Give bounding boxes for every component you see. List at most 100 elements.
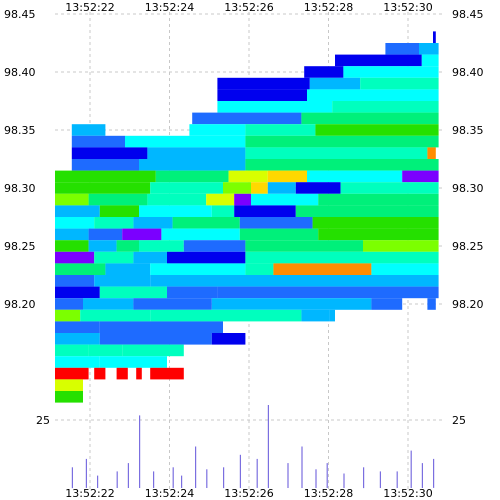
heatmap-cell (245, 159, 439, 171)
heatmap-cell (55, 275, 95, 287)
y-tick-label-left: 98.20 (4, 298, 36, 311)
volume-bars (71, 405, 435, 489)
heatmap-cell (192, 112, 302, 125)
heatmap-cell (150, 263, 246, 275)
heatmap-cell (88, 344, 123, 357)
heatmap-cell (335, 286, 439, 299)
heatmap-cell (83, 298, 134, 310)
heatmap-cell (307, 170, 403, 183)
heatmap-cell (99, 205, 139, 217)
volume-bar (421, 463, 423, 488)
x-tick-label-bottom: 13:52:24 (145, 487, 194, 500)
heatmap-cell (55, 321, 100, 333)
heatmap-cell (251, 193, 319, 206)
heatmap-cell (307, 89, 439, 101)
heatmap-cell (363, 240, 439, 252)
heatmap-cell (245, 263, 274, 275)
heatmap-cell (318, 228, 439, 241)
heatmap-cell (332, 101, 439, 113)
heatmap-cell (150, 275, 251, 287)
x-tick-label-top: 13:52:30 (383, 1, 432, 14)
heatmap-cell (71, 135, 125, 148)
heatmap-cell (71, 159, 139, 171)
heatmap-cell (433, 31, 436, 43)
heatmap-cell (228, 170, 268, 183)
heatmap-cell (105, 263, 151, 275)
heatmap-cell (217, 77, 310, 90)
x-tick-label-top: 13:52:26 (224, 1, 273, 14)
heatmap-cell (421, 54, 439, 67)
heatmap-cell (371, 263, 439, 275)
heatmap-cell (304, 66, 344, 78)
heatmap-cell (122, 228, 162, 241)
volume-bar (343, 473, 345, 488)
heatmap-cell (150, 309, 302, 322)
heatmap-cell (88, 193, 148, 206)
heatmap-cell (147, 193, 207, 206)
heatmap-cell (150, 182, 223, 194)
heatmap-cell (335, 54, 422, 67)
heatmap-cell (267, 182, 296, 194)
x-tick-label-bottom: 13:52:28 (304, 487, 353, 500)
heatmap-cell (99, 333, 195, 345)
volume-bar (116, 471, 118, 488)
volume-bar (396, 471, 398, 488)
y-tick-label-right: 98.45 (452, 8, 484, 21)
heatmap-cell (239, 228, 319, 241)
heatmap-cell (245, 135, 439, 148)
y-tick-label-right: 98.20 (452, 298, 484, 311)
heatmap-cell (419, 43, 439, 55)
heatmap-cell (122, 344, 184, 357)
heatmap-cell (239, 217, 313, 229)
heatmap-cell (295, 205, 439, 217)
volume-tick-label-left: 25 (36, 414, 50, 427)
volume-bar (172, 467, 174, 489)
x-tick-label-bottom: 13:52:30 (383, 487, 432, 500)
heatmap-cell (139, 159, 246, 171)
x-tick-label-top: 13:52:22 (65, 1, 114, 14)
heatmap-cell (99, 356, 167, 368)
heatmap-cell (251, 275, 439, 287)
volume-bar (287, 463, 289, 488)
volume-bar (139, 415, 141, 488)
heatmap-cell (427, 147, 436, 159)
volume-tick-label-right: 25 (452, 414, 466, 427)
heatmap-cell (172, 217, 240, 229)
heatmap-cell (133, 217, 173, 229)
heatmap-cell (80, 309, 151, 322)
heatmap-cell (245, 124, 316, 136)
heatmap-cell (94, 367, 106, 380)
heatmap-cell (133, 298, 212, 310)
volume-bar (301, 446, 303, 488)
heatmap-cell (55, 182, 151, 194)
x-tick-label-bottom: 13:52:26 (224, 487, 273, 500)
heatmap-cell (223, 182, 251, 194)
heatmap-cell (88, 228, 123, 241)
heatmap-cell (147, 147, 246, 159)
heatmap-cells (55, 31, 439, 403)
heatmap-cell (402, 170, 439, 183)
heatmap-cell (55, 193, 89, 206)
heatmap-cell (125, 135, 246, 148)
volume-bar (239, 454, 241, 488)
heatmap-cell (343, 66, 439, 78)
heatmap-cell (55, 298, 83, 310)
heatmap-cell (71, 147, 148, 159)
heatmap-cell (217, 286, 335, 299)
heatmap-cell (94, 251, 134, 264)
heatmap-cell (71, 124, 106, 136)
x-tick-label-top: 13:52:28 (304, 1, 353, 14)
heatmap-cell (245, 240, 363, 252)
heatmap-cell (116, 367, 128, 380)
heatmap-cell (55, 228, 89, 241)
heatmap-cell (312, 217, 439, 229)
volume-bar (256, 458, 258, 488)
volume-bar (315, 469, 317, 488)
heatmap-cell (329, 309, 335, 322)
volume-bar (85, 458, 87, 488)
volume-bar (153, 471, 155, 488)
heatmap-cell (150, 367, 184, 380)
heatmap-cell (55, 205, 100, 217)
